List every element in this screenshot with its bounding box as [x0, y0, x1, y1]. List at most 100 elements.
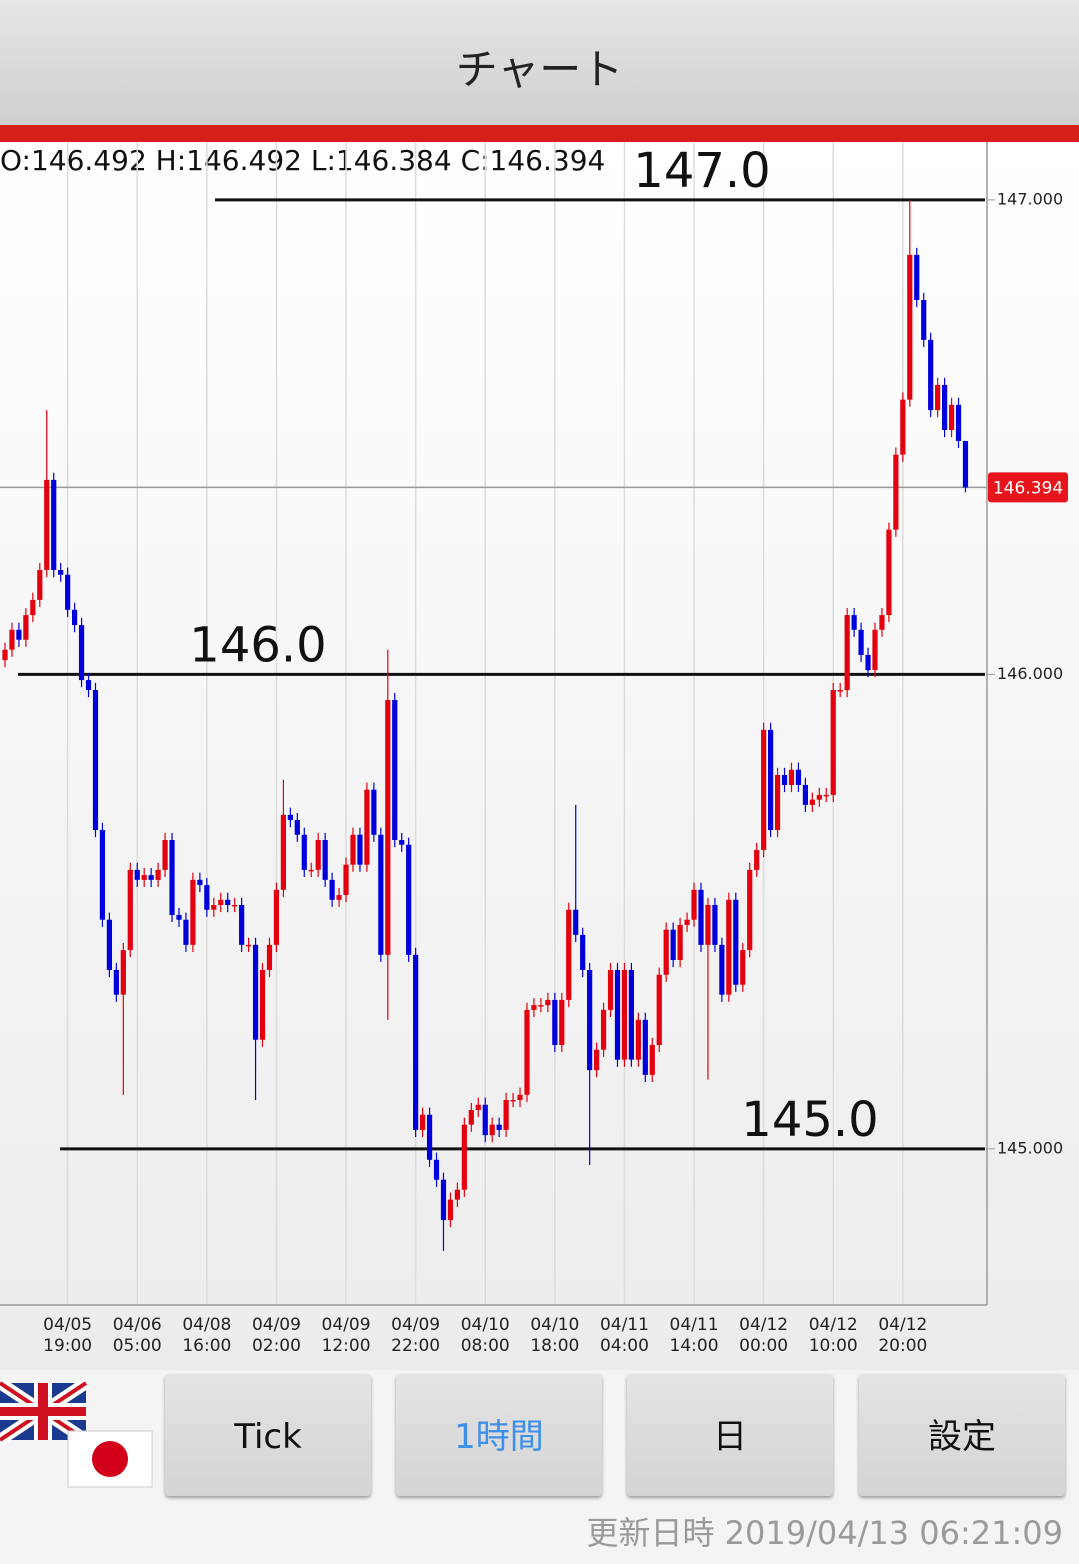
annotation-label: 145.0: [741, 1092, 878, 1148]
candle-body: [733, 899, 739, 985]
y-tick-label: 147.000: [997, 189, 1063, 208]
candle-body: [475, 1104, 481, 1110]
candle-body: [566, 909, 572, 1000]
last-price-badge: [988, 472, 1068, 503]
candle-body: [378, 834, 384, 955]
x-tick-label: 04/11 14:00: [670, 1315, 719, 1356]
candle-body: [858, 629, 864, 655]
candle-body: [607, 970, 614, 1010]
candle-body: [134, 869, 140, 880]
candle-body: [155, 869, 161, 880]
candle-body: [781, 774, 788, 785]
candle-body: [106, 919, 112, 971]
candle-body: [726, 899, 732, 995]
candle-body: [392, 700, 398, 840]
candle-body: [677, 924, 683, 961]
tick-button[interactable]: Tick: [165, 1374, 371, 1496]
accent-bar: [0, 125, 1079, 142]
candle-body: [30, 599, 36, 616]
candle-body: [802, 784, 808, 805]
candle-body: [545, 999, 551, 1006]
candle-body: [51, 479, 57, 570]
candle-body: [587, 970, 593, 1071]
x-tick-label: 04/09 22:00: [391, 1315, 440, 1356]
candle-body: [635, 1019, 641, 1060]
candle-body: [754, 849, 760, 870]
chart: O:146.492 H:146.492 L:146.384 C:146.394 …: [0, 142, 1079, 1370]
settings-button[interactable]: 設定: [859, 1374, 1065, 1496]
candle-body: [294, 820, 300, 835]
candle-body: [573, 909, 579, 935]
candle-body: [816, 794, 822, 800]
candle-body: [761, 729, 767, 850]
candle-body: [406, 844, 412, 955]
candle-body: [705, 904, 711, 945]
x-tick-label: 04/12 20:00: [878, 1315, 927, 1356]
candle-body: [85, 680, 92, 691]
candle-body: [113, 970, 119, 995]
candle-body: [371, 789, 377, 835]
candle-body: [454, 1189, 460, 1200]
ohlc-label: O:146.492 H:146.492 L:146.384 C:146.394: [0, 144, 605, 177]
x-tick-label: 04/08 16:00: [182, 1315, 231, 1356]
candle-body: [517, 1094, 523, 1101]
candle-body: [440, 1179, 447, 1221]
candle-body: [273, 889, 280, 945]
candle-body: [844, 615, 850, 691]
candle-body: [580, 934, 586, 971]
candle-body: [329, 879, 335, 900]
candle-body: [426, 1114, 433, 1160]
candle-body: [747, 869, 753, 951]
candle-body: [482, 1104, 488, 1136]
x-tick-label: 04/09 02:00: [252, 1315, 301, 1356]
candle-body: [266, 944, 273, 971]
annotation-label: 146.0: [189, 617, 326, 673]
candle-body: [322, 839, 328, 880]
candle-body: [837, 690, 843, 692]
annotation-label: 147.0: [633, 143, 770, 199]
candle-body: [259, 970, 266, 1040]
title: チャート: [455, 45, 624, 94]
candle-body: [23, 615, 29, 640]
x-tick-label: 04/05 19:00: [43, 1315, 92, 1356]
candle-body: [252, 944, 259, 1040]
candle-body: [225, 899, 231, 905]
candle-body: [538, 1005, 544, 1007]
candle-body: [232, 904, 238, 907]
candle-body: [78, 625, 85, 681]
candle-body: [928, 339, 934, 411]
candle-body: [447, 1199, 454, 1221]
candle-body: [642, 1019, 648, 1075]
candle-body: [600, 1009, 607, 1050]
candle-body: [942, 384, 948, 431]
japan-flag: [67, 1430, 153, 1488]
candle-body: [420, 1114, 426, 1130]
candle-body: [830, 690, 836, 795]
candle-body: [58, 569, 64, 575]
candle-body: [503, 1100, 509, 1130]
candle-body: [552, 999, 558, 1045]
candle-body: [350, 834, 356, 865]
candle-body: [190, 879, 196, 945]
candle-body: [948, 404, 955, 431]
candle-body: [788, 769, 795, 785]
candle-body: [656, 974, 662, 1045]
candle-body: [795, 769, 802, 785]
candle-body: [364, 789, 370, 865]
x-tick-label: 04/12 10:00: [809, 1315, 858, 1356]
candle-body: [872, 629, 878, 671]
candle-body: [879, 615, 885, 630]
currency-flags: [0, 1380, 153, 1488]
candle-body: [621, 970, 628, 1060]
candle-body: [211, 904, 217, 910]
candle-body: [489, 1124, 495, 1136]
candle-body: [719, 944, 725, 995]
candle-body: [774, 774, 781, 831]
day-button[interactable]: 日: [627, 1374, 833, 1496]
hour-button[interactable]: 1時間: [396, 1374, 602, 1496]
candle-body: [900, 399, 906, 455]
candle-body: [524, 1009, 530, 1095]
x-tick-label: 04/12 00:00: [739, 1315, 788, 1356]
candle-body: [914, 254, 920, 301]
candle-body: [44, 479, 50, 570]
